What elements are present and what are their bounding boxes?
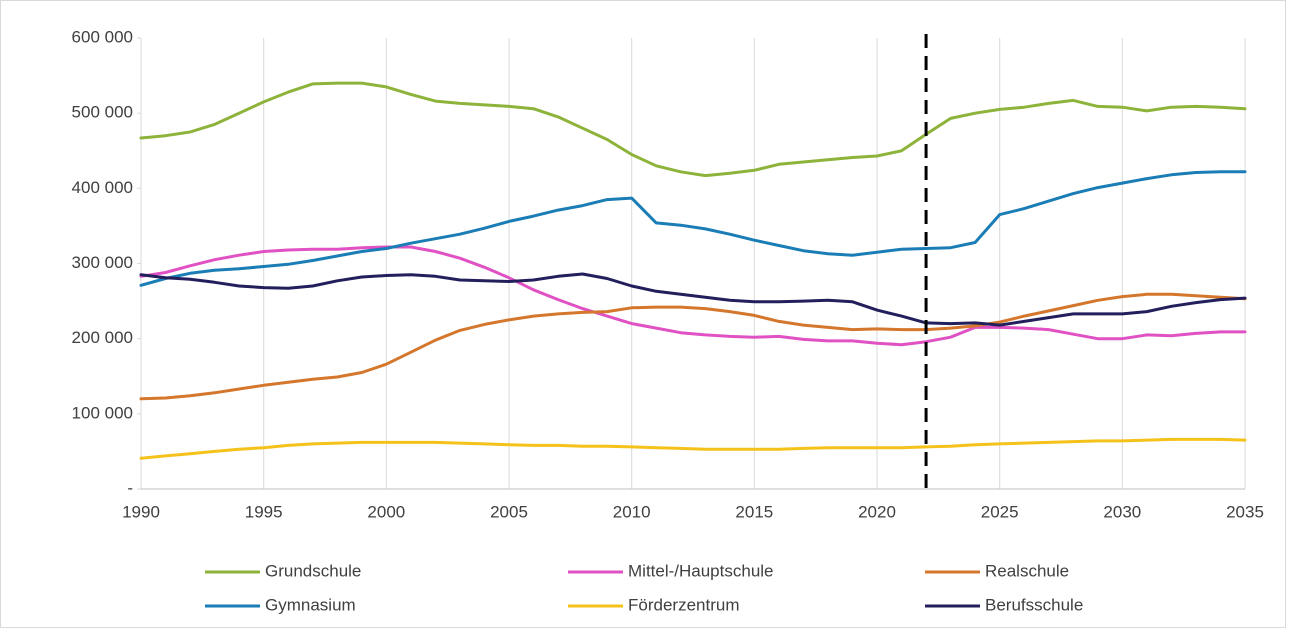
x-tick-label: 2035 xyxy=(1226,502,1264,521)
legend-label: Realschule xyxy=(985,561,1069,580)
series-line xyxy=(139,437,1247,460)
y-tick-label: 600 000 xyxy=(72,27,133,46)
x-tick-label: 2030 xyxy=(1103,502,1141,521)
series-line xyxy=(139,81,1247,178)
y-tick-label: 200 000 xyxy=(72,328,133,347)
x-tick-label: 2020 xyxy=(858,502,896,521)
legend-label: Förderzentrum xyxy=(628,595,739,614)
x-tick-label: 2015 xyxy=(735,502,773,521)
y-tick-label: - xyxy=(127,478,133,497)
series-line xyxy=(139,272,1247,327)
legend-label: Berufsschule xyxy=(985,595,1083,614)
y-tick-label: 100 000 xyxy=(72,403,133,422)
y-tick-label: 500 000 xyxy=(72,103,133,122)
y-tick-label: 300 000 xyxy=(72,253,133,272)
y-tick-label: 400 000 xyxy=(72,178,133,197)
x-tick-label: 1995 xyxy=(245,502,283,521)
series-line xyxy=(139,245,1247,347)
legend-label: Mittel-/Hauptschule xyxy=(628,561,774,580)
legend-label: Gymnasium xyxy=(265,595,356,614)
legend-label: Grundschule xyxy=(265,561,361,580)
x-tick-label: 2005 xyxy=(490,502,528,521)
series-line xyxy=(139,170,1247,287)
x-tick-label: 1990 xyxy=(122,502,160,521)
x-tick-label: 2025 xyxy=(981,502,1019,521)
x-tick-label: 2000 xyxy=(367,502,405,521)
x-tick-label: 2010 xyxy=(613,502,651,521)
series-line xyxy=(139,292,1247,401)
